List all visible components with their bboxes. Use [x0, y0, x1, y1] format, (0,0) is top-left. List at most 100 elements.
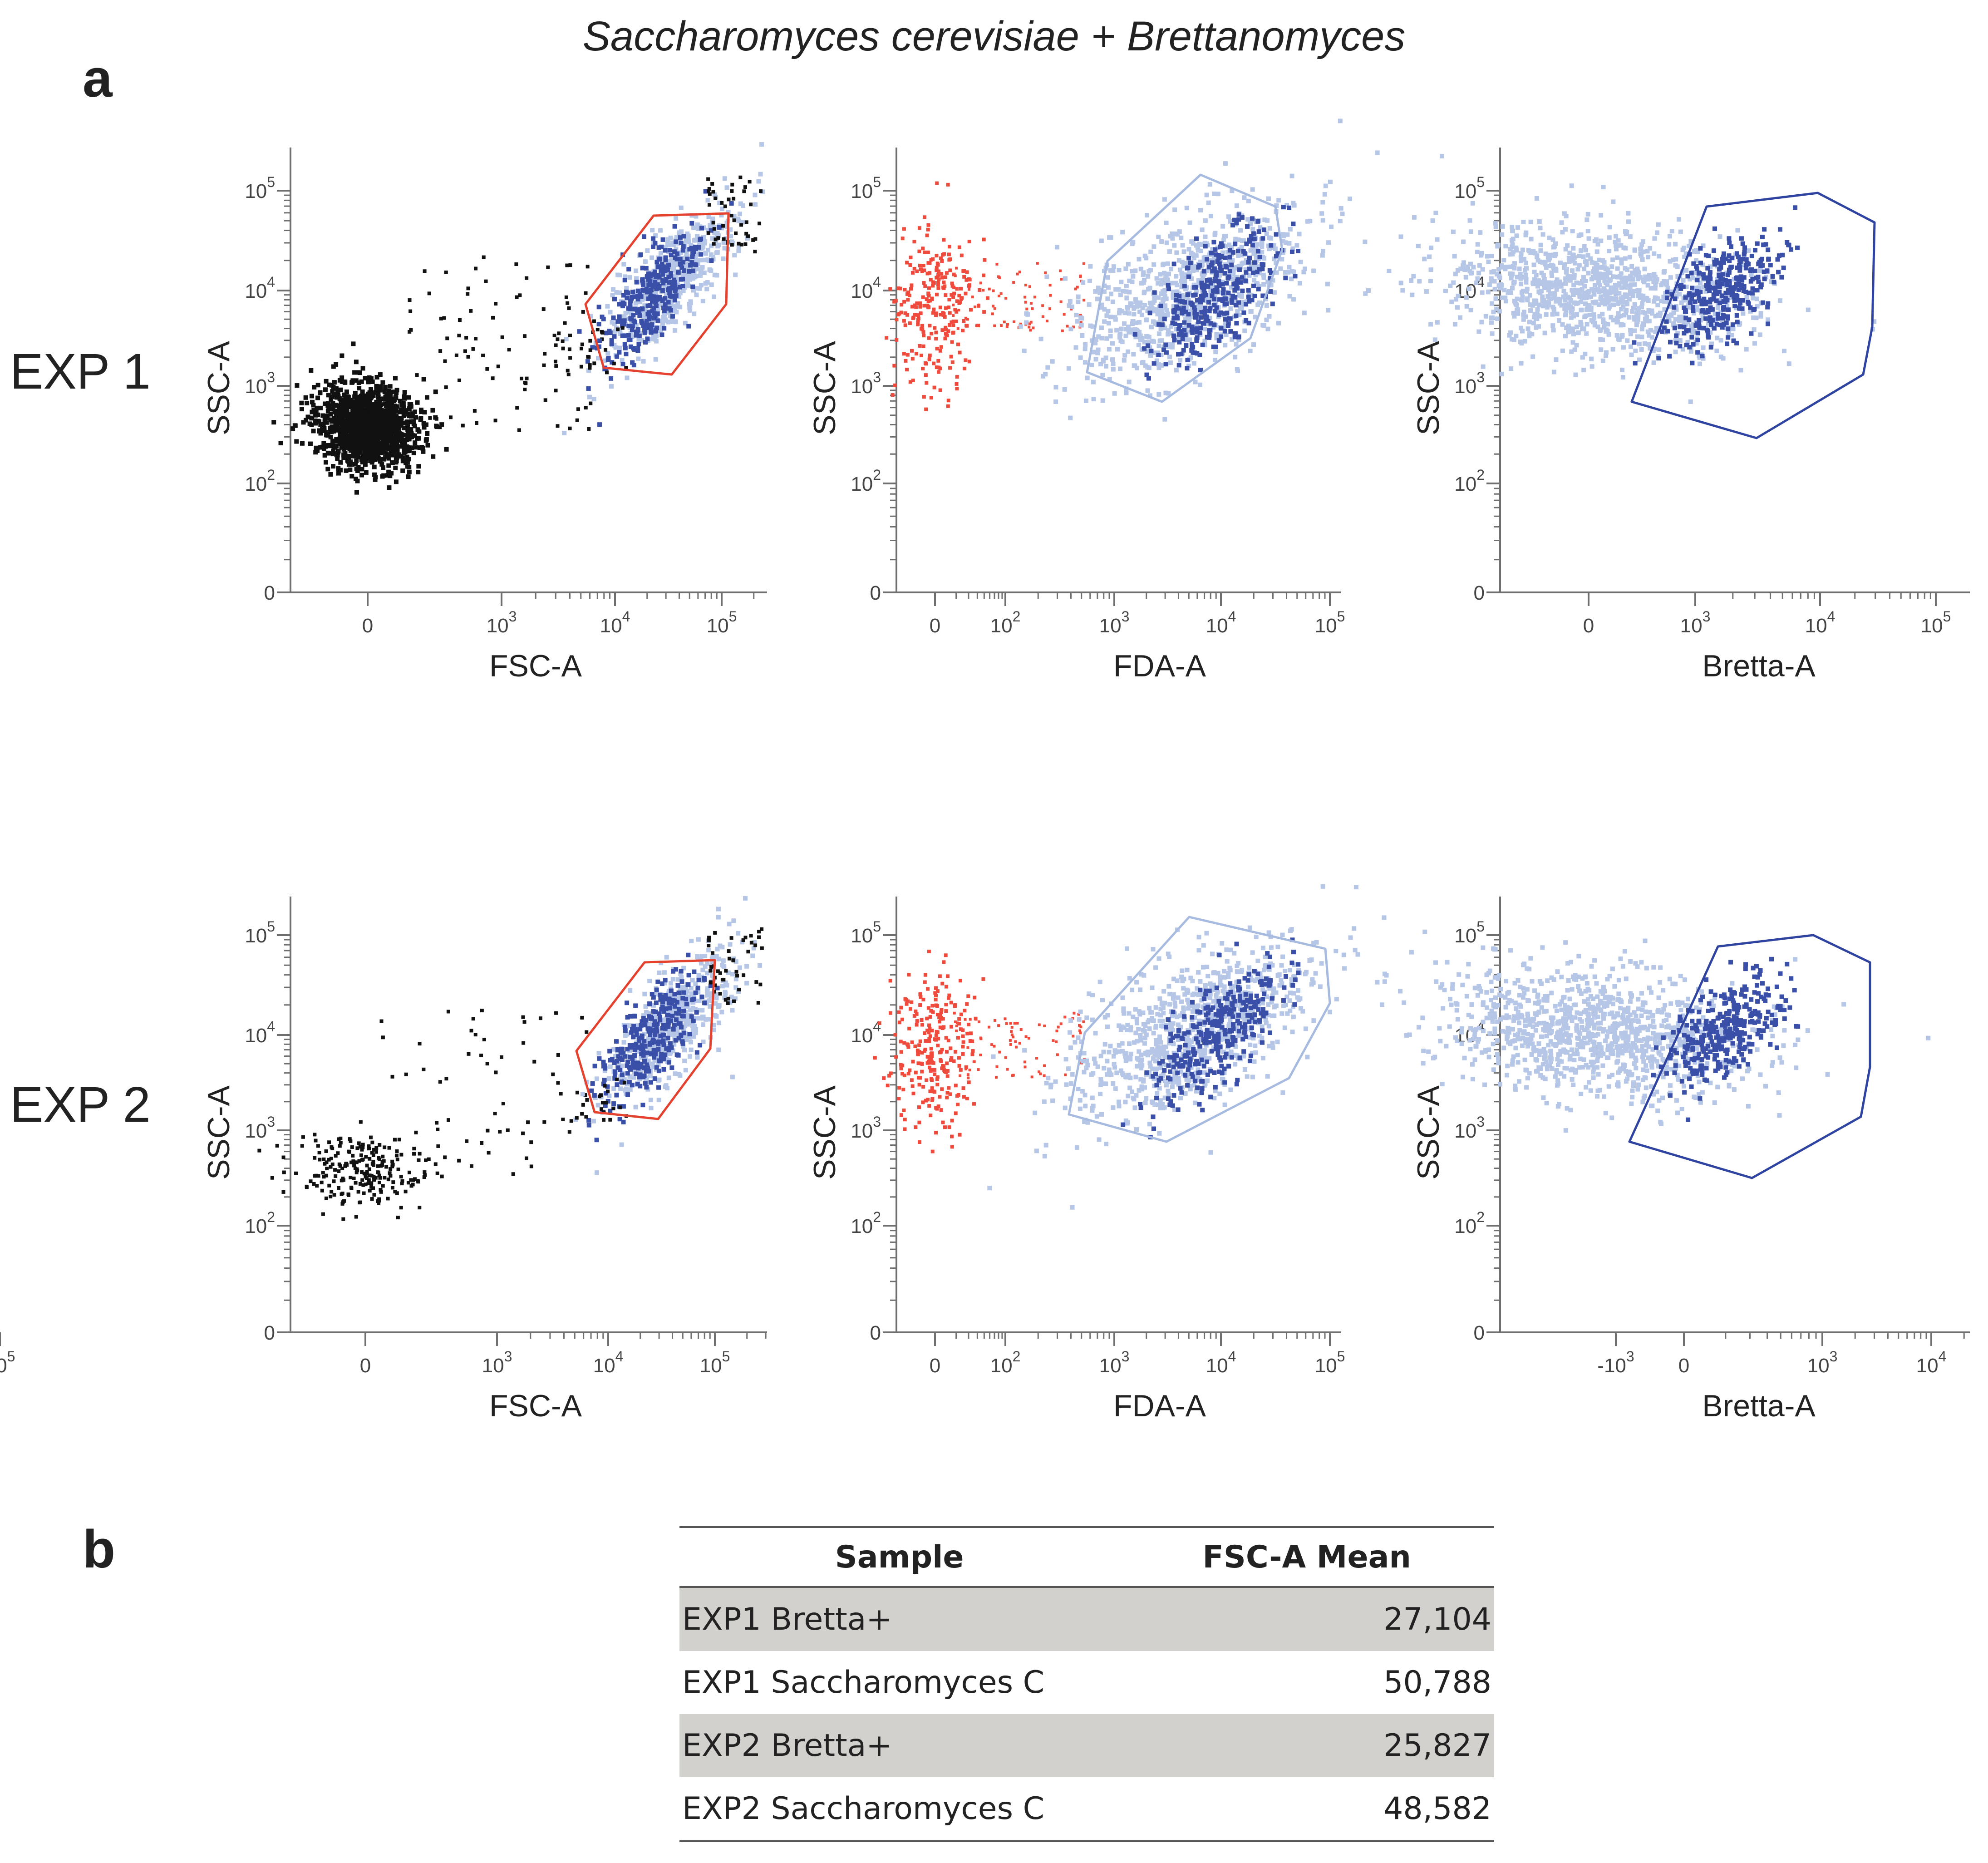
bretta-point: [1186, 323, 1191, 328]
sacch-point: [726, 210, 731, 215]
live-point: [1635, 266, 1640, 271]
live-point: [1195, 267, 1200, 272]
debris-point: [346, 400, 351, 405]
dead-point: [953, 308, 957, 312]
bretta-point: [642, 330, 647, 335]
debris-point: [371, 393, 376, 398]
dead-point: [944, 328, 948, 332]
live-point: [1571, 314, 1576, 319]
dead-point: [926, 250, 930, 254]
live-point: [1176, 258, 1181, 263]
bretta-point: [664, 267, 669, 272]
debris-point: [434, 417, 438, 421]
live-point: [1323, 183, 1328, 188]
live-point: [1486, 290, 1491, 295]
live-point: [1240, 300, 1245, 305]
sacch-point: [721, 240, 726, 245]
live-point: [1585, 228, 1590, 233]
sacch-point: [711, 294, 716, 299]
live-point: [1120, 340, 1125, 345]
bretta-point: [611, 315, 616, 320]
debris-point: [561, 346, 565, 350]
live-point: [1582, 266, 1587, 271]
debris-point: [347, 444, 352, 449]
debris-point: [364, 425, 369, 430]
debris-point: [368, 448, 373, 453]
dead-point: [948, 311, 952, 315]
bretta-point: [1229, 298, 1234, 303]
bretta-point: [1257, 267, 1262, 272]
debris-point: [612, 361, 616, 365]
dead-point: [928, 261, 932, 265]
live-point: [1692, 310, 1697, 315]
bretta-point: [1186, 256, 1191, 261]
debris-point: [738, 175, 743, 179]
live-point: [1130, 279, 1135, 284]
live-point: [1173, 281, 1178, 286]
live-point: [1592, 266, 1597, 271]
dead-point: [968, 283, 972, 287]
bretta-point: [1219, 254, 1224, 259]
live-point: [1181, 264, 1186, 269]
sacch-point: [633, 301, 638, 306]
sacch-point: [736, 245, 741, 250]
live-point: [1087, 278, 1092, 283]
live-point: [1098, 361, 1103, 366]
live-point: [1221, 325, 1226, 330]
live-point: [1127, 290, 1132, 295]
live-point: [1121, 289, 1126, 294]
live-point: [1093, 340, 1098, 345]
debris-point: [408, 427, 413, 432]
sacch-point: [671, 268, 676, 273]
bretta-point: [1217, 312, 1222, 317]
live-point: [1475, 250, 1480, 255]
live-point: [1102, 289, 1107, 294]
bretta-point: [1189, 348, 1194, 353]
debris-point: [523, 387, 527, 391]
live-point: [1204, 321, 1209, 326]
live-point: [1198, 306, 1203, 311]
bretta-point: [632, 347, 637, 352]
debris-point: [422, 425, 427, 430]
live-point: [1613, 239, 1618, 244]
live-point: [1103, 364, 1108, 369]
live-point: [1181, 249, 1186, 254]
live-point: [1069, 304, 1074, 309]
sacch-point: [658, 325, 663, 330]
debris-point: [371, 426, 376, 431]
dead-point: [916, 318, 920, 322]
live-point: [1642, 341, 1647, 346]
bretta-point: [1234, 303, 1239, 308]
debris-point: [520, 376, 524, 380]
debris-point: [474, 266, 478, 271]
live-point: [1297, 232, 1302, 237]
live-point: [1584, 331, 1589, 336]
live-point: [1108, 328, 1113, 333]
dead-point: [1036, 262, 1039, 265]
dead-point: [1028, 325, 1031, 329]
live-point: [1242, 195, 1247, 200]
debris-point: [448, 415, 453, 419]
debris-point: [400, 468, 405, 473]
debris-point: [566, 301, 570, 305]
bretta-point: [1180, 336, 1185, 341]
sacch-point: [640, 338, 645, 343]
debris-point: [325, 409, 330, 414]
debris-point: [299, 407, 304, 412]
x-tick-label: 105: [707, 608, 737, 637]
live-point: [1652, 251, 1657, 256]
live-point: [1692, 329, 1697, 334]
live-point: [1751, 315, 1756, 320]
sacch-point: [724, 185, 729, 190]
debris-point: [749, 202, 753, 207]
live-point: [1096, 286, 1101, 291]
debris-point: [706, 177, 710, 181]
dead-point: [947, 306, 951, 310]
debris-point: [371, 447, 376, 452]
debris-point: [326, 393, 331, 398]
bretta-point: [677, 285, 682, 290]
live-point: [1088, 323, 1093, 328]
sacch-point: [625, 316, 630, 321]
debris-point: [373, 410, 378, 415]
bretta-point: [649, 326, 654, 331]
